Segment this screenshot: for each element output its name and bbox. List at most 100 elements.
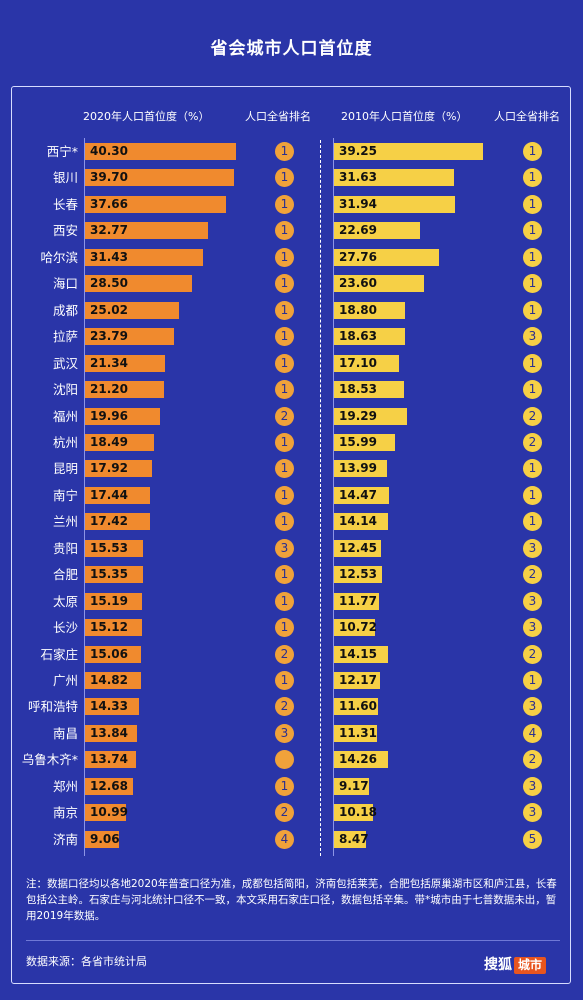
logo-tag: 城市 <box>514 957 547 974</box>
bar-2020: 40.30 <box>85 143 236 160</box>
bar-2020: 15.12 <box>85 619 142 637</box>
bar-2010: 9.17 <box>334 777 369 795</box>
logo-text: 搜狐 <box>484 957 512 973</box>
chart-frame <box>11 86 571 984</box>
bar-2010: 19.29 <box>334 407 408 425</box>
bar-2020: 13.74 <box>85 751 137 769</box>
rank-badge-2020: 1 <box>275 591 294 611</box>
rank-badge-2010: 1 <box>523 380 542 400</box>
bar-2020: 9.06 <box>85 830 120 848</box>
rank-badge-2020: 1 <box>275 565 294 585</box>
city-label: 西宁* <box>46 144 78 159</box>
bar-2010: 12.17 <box>334 672 381 689</box>
bar-2020: 10.99 <box>85 804 128 822</box>
rank-badge-2020: 3 <box>275 723 294 743</box>
rank-badge-2010: 2 <box>523 565 542 585</box>
rank-badge-2010: 2 <box>523 750 542 770</box>
city-label: 武汉 <box>52 355 78 371</box>
header-rank-2010: 人口全省排名 <box>494 110 560 123</box>
bar-2010: 14.26 <box>334 751 389 769</box>
bar-2020: 14.82 <box>85 672 141 689</box>
bar-2010: 11.60 <box>334 698 379 716</box>
city-label: 海口 <box>52 276 78 292</box>
bar-2010: 17.10 <box>334 354 399 372</box>
city-label: 南宁 <box>52 487 78 503</box>
bar-2010: 23.60 <box>334 275 424 293</box>
city-label: 贵阳 <box>52 540 78 556</box>
bar-2010: 11.77 <box>334 592 379 610</box>
bar-2020: 37.66 <box>85 195 227 213</box>
bar-2010: 31.94 <box>334 195 456 213</box>
city-label: 郑州 <box>52 778 78 794</box>
bar-2010: 11.31 <box>334 724 377 742</box>
rank-badge-2010: 1 <box>523 485 542 505</box>
bar-2010: 12.53 <box>334 566 382 584</box>
rank-badge-2010: 1 <box>523 274 542 294</box>
rank-badge-2010: 1 <box>523 512 542 532</box>
bar-2010: 10.18 <box>334 804 377 822</box>
rank-badge-2010: 1 <box>523 168 542 188</box>
bar-2020: 28.50 <box>85 275 192 293</box>
rank-badge-2010: 3 <box>523 327 542 347</box>
rank-badge-2020: 1 <box>275 274 294 294</box>
rank-badge-2010: 3 <box>523 776 542 796</box>
rank-badge-2010: 3 <box>523 591 542 611</box>
bar-2010: 18.53 <box>334 381 405 399</box>
axis-2010 <box>333 138 334 856</box>
bar-2020: 14.33 <box>85 698 139 716</box>
data-source: 数据来源：各省市统计局 <box>26 955 147 968</box>
rank-badge-2010: 3 <box>523 538 542 558</box>
rank-badge-2020: 1 <box>275 618 294 638</box>
bar-2010: 10.72 <box>334 619 377 637</box>
rank-badge-2020: 2 <box>275 803 294 823</box>
city-label: 石家庄 <box>40 646 78 662</box>
city-label: 太原 <box>52 593 78 609</box>
city-label: 银川 <box>52 170 78 186</box>
city-label: 沈阳 <box>52 382 78 398</box>
city-label: 济南 <box>52 831 78 847</box>
rank-badge-2020 <box>275 750 294 770</box>
sohu-city-logo: 搜狐 城市 <box>484 954 547 974</box>
bar-2020: 25.02 <box>85 301 179 319</box>
rank-badge-2020: 1 <box>275 512 294 532</box>
bar-2020: 15.06 <box>85 645 142 663</box>
city-label: 南昌 <box>52 725 78 741</box>
rank-badge-2020: 1 <box>275 459 294 479</box>
city-label: 昆明 <box>52 461 78 477</box>
bar-2020: 15.19 <box>85 592 142 610</box>
bar-2010: 8.47 <box>334 830 369 848</box>
bar-2010: 14.14 <box>334 513 388 531</box>
rank-badge-2010: 1 <box>523 671 542 690</box>
bar-2020: 18.49 <box>85 433 155 451</box>
rank-badge-2010: 2 <box>523 644 542 664</box>
rank-badge-2010: 3 <box>523 803 542 823</box>
bar-2020: 17.42 <box>85 513 151 531</box>
rank-badge-2020: 1 <box>275 247 294 267</box>
rank-badge-2020: 1 <box>275 353 294 373</box>
bar-2010: 18.80 <box>334 301 406 319</box>
rank-badge-2020: 1 <box>275 168 294 188</box>
bar-2010: 14.47 <box>334 486 389 504</box>
bar-2020: 15.35 <box>85 566 143 584</box>
bar-2010: 39.25 <box>334 143 483 160</box>
city-label: 杭州 <box>52 434 78 450</box>
city-label: 乌鲁木齐* <box>21 752 78 768</box>
rank-badge-2020: 1 <box>275 142 294 161</box>
city-label: 广州 <box>52 673 78 688</box>
rank-badge-2010: 4 <box>523 723 542 743</box>
rank-badge-2020: 1 <box>275 300 294 320</box>
bar-2010: 15.99 <box>334 433 395 451</box>
bar-2020: 21.20 <box>85 381 165 399</box>
header-rank-2020: 人口全省排名 <box>245 110 311 123</box>
bar-2020: 23.79 <box>85 328 175 346</box>
rank-badge-2020: 1 <box>275 194 294 214</box>
footer-divider <box>26 940 560 941</box>
bar-2010: 18.63 <box>334 328 405 346</box>
rank-badge-2010: 1 <box>523 221 542 241</box>
header-2010: 2010年人口首位度（%） <box>341 110 468 123</box>
city-label: 成都 <box>52 302 78 318</box>
rank-badge-2020: 1 <box>275 485 294 505</box>
bar-2020: 13.84 <box>85 724 137 742</box>
city-label: 兰州 <box>52 514 78 530</box>
city-label: 呼和浩特 <box>27 699 78 715</box>
